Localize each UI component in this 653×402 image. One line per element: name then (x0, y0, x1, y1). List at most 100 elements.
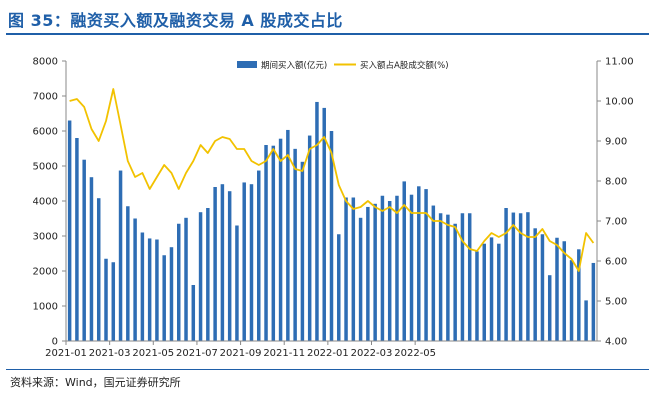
right-tick-label: 6.00 (605, 257, 627, 268)
bar (533, 228, 537, 341)
bar (453, 223, 457, 341)
bar (249, 184, 254, 341)
bar (162, 255, 166, 341)
right-tick-label: 9.00 (605, 137, 627, 148)
bar (111, 262, 116, 341)
bar (591, 262, 596, 341)
bar (300, 161, 305, 341)
bar (133, 218, 137, 341)
bar (511, 212, 516, 341)
bar (220, 184, 225, 341)
bar (177, 223, 181, 341)
bar (286, 129, 290, 341)
bar (147, 238, 152, 341)
bar (140, 232, 145, 341)
bar (75, 138, 79, 341)
x-tick-label: 2021-07 (176, 348, 218, 359)
bar (555, 237, 559, 341)
bar (395, 195, 399, 341)
bar (67, 120, 72, 341)
right-tick-label: 10.00 (605, 97, 634, 108)
bar (126, 206, 130, 341)
bar (322, 107, 326, 342)
bar (489, 237, 494, 341)
left-axis-ticks: 0 1000 2000 3000 4000 5000 6000 7000 8000 (33, 57, 66, 348)
left-tick-label: 4000 (33, 197, 58, 208)
line-series (69, 88, 595, 272)
bar (482, 243, 486, 341)
left-tick-label: 7000 (33, 92, 58, 103)
bar (417, 186, 421, 341)
left-tick-label: 3000 (33, 232, 58, 243)
bar (206, 208, 210, 341)
x-tick-label: 2021-01 (45, 348, 87, 359)
bar (446, 214, 450, 341)
bar (213, 187, 217, 341)
source-divider (6, 369, 649, 370)
bar (104, 258, 108, 341)
bar (82, 159, 86, 341)
bar (569, 260, 574, 341)
bar (526, 212, 530, 341)
bar (424, 189, 428, 341)
bar (227, 191, 232, 341)
bar (344, 197, 348, 341)
right-tick-label: 7.00 (605, 217, 627, 228)
x-tick-label: 2021-03 (89, 348, 131, 359)
right-axis-ticks: 4.00 5.00 6.00 7.00 8.00 9.00 10.00 11.00 (597, 57, 634, 348)
chart: 0 1000 2000 3000 4000 5000 6000 7000 8000 4.00 5.… (33, 57, 634, 360)
bar (577, 249, 581, 341)
bar (504, 208, 508, 341)
bar (118, 170, 123, 341)
x-tick-label: 2022-01 (307, 348, 349, 359)
bar (467, 213, 472, 341)
bar (307, 135, 312, 341)
bar (431, 205, 436, 341)
x-tick-label: 2022-03 (351, 348, 393, 359)
bar (169, 247, 174, 341)
left-tick-label: 1000 (33, 302, 58, 313)
bar (547, 275, 552, 341)
bar (293, 148, 297, 341)
legend-bar-swatch (237, 61, 257, 68)
right-tick-label: 11.00 (605, 57, 634, 68)
x-axis-ticks: 2021-01 2021-03 2021-05 2021-07 2021-09 2021-… (45, 341, 436, 359)
bar-series (67, 101, 596, 342)
figure-title: 图 35：融资买入额及融资交易 A 股成交占比 (8, 11, 343, 30)
bar (191, 285, 196, 341)
left-tick-label: 6000 (33, 127, 58, 138)
bar (584, 300, 588, 341)
bar (540, 234, 545, 341)
bar (518, 213, 523, 341)
left-tick-label: 2000 (33, 267, 58, 278)
title-divider (6, 33, 649, 35)
bar (380, 195, 385, 341)
bar (402, 181, 406, 341)
left-tick-label: 0 (52, 337, 58, 348)
bar (387, 201, 392, 341)
bar (351, 197, 356, 341)
bar (278, 138, 283, 341)
right-tick-label: 4.00 (605, 337, 627, 348)
left-tick-label: 8000 (33, 57, 58, 68)
bar (460, 213, 465, 341)
bar (264, 145, 268, 341)
bar (358, 217, 363, 341)
source-note: 资料来源：Wind，国元证券研究所 (10, 376, 181, 389)
legend-bar-label: 期间买入额(亿元) (261, 60, 327, 71)
bar (329, 131, 334, 341)
bar (89, 177, 94, 341)
bar (96, 198, 101, 341)
right-tick-label: 5.00 (605, 297, 627, 308)
bar (475, 251, 479, 341)
right-tick-label: 8.00 (605, 177, 627, 188)
bar (271, 145, 276, 341)
bar (373, 203, 377, 341)
bar (366, 206, 370, 341)
bar (155, 239, 159, 341)
x-tick-label: 2021-09 (220, 348, 262, 359)
bar (497, 243, 501, 341)
bar (409, 194, 414, 341)
bar (184, 217, 188, 341)
x-tick-label: 2022-05 (394, 348, 436, 359)
